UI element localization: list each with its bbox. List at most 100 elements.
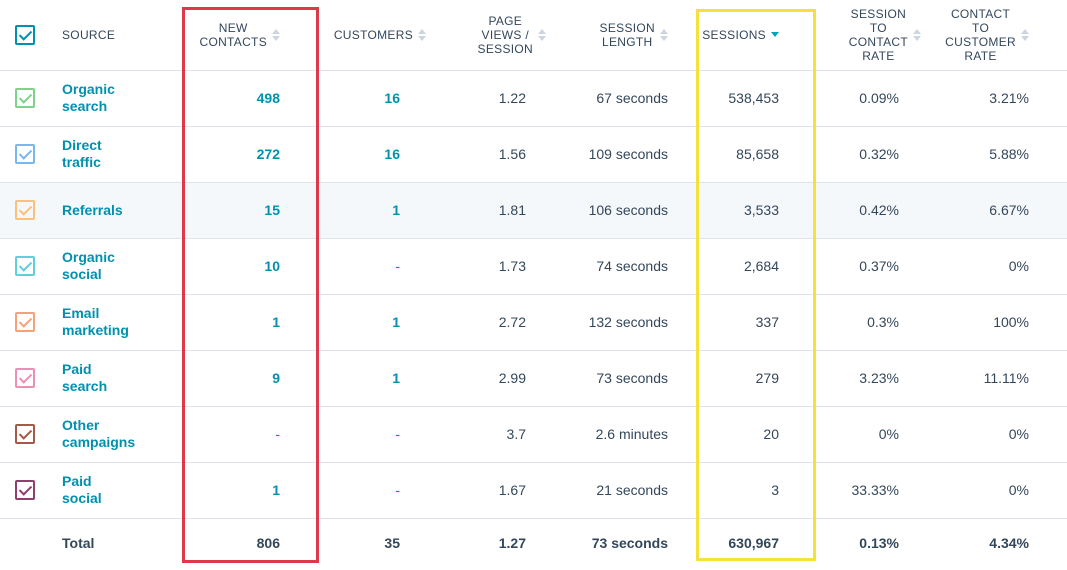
sort-desc-icon[interactable] <box>771 32 779 38</box>
page-views-cell: 1.22 <box>438 70 558 127</box>
total-session-to-contact-rate: 0.13% <box>859 535 899 552</box>
session-length-cell: 73 seconds <box>558 350 688 407</box>
customers-link[interactable]: 1 <box>392 370 400 386</box>
table-row[interactable]: Organic search 498 16 1.22 67 seconds 538,453… <box>0 70 1067 127</box>
source-link[interactable]: Organic social <box>62 249 115 282</box>
new-contacts-link[interactable]: 10 <box>264 258 280 274</box>
row-checkbox-cell <box>0 238 50 295</box>
source-link[interactable]: Other campaigns <box>62 417 136 450</box>
total-customers: 35 <box>384 535 400 552</box>
row-checkbox[interactable] <box>15 256 35 276</box>
new-contacts-cell: 9 <box>182 350 318 407</box>
customers-cell: 1 <box>318 350 438 407</box>
col-session-to-contact-rate[interactable]: SESSION TO CONTACT RATE <box>817 0 937 71</box>
customers-link[interactable]: 1 <box>392 314 400 330</box>
row-checkbox[interactable] <box>15 480 35 500</box>
row-checkbox-cell <box>0 350 50 407</box>
sessions-cell: 85,658 <box>688 126 817 183</box>
page-views-cell: 3.7 <box>438 406 558 463</box>
table-row[interactable]: Referrals 15 1 1.81 106 seconds 3,533 0.42% 6.6… <box>0 182 1067 239</box>
page-views-cell: 1.73 <box>438 238 558 295</box>
sort-icon[interactable] <box>913 28 921 41</box>
row-checkbox[interactable] <box>15 88 35 108</box>
new-contacts-cell: 15 <box>182 182 318 239</box>
col-source-label: SOURCE <box>62 27 116 42</box>
sessions-cell: 538,453 <box>688 70 817 127</box>
source-cell: Email marketing <box>50 294 182 351</box>
new-contacts-cell: 10 <box>182 238 318 295</box>
session-length-cell: 2.6 minutes <box>558 406 688 463</box>
col-session-length[interactable]: SESSION LENGTH <box>558 0 688 71</box>
page-views-cell: 1.67 <box>438 462 558 519</box>
sort-icon[interactable] <box>660 28 668 41</box>
new-contacts-link[interactable]: 1 <box>272 314 280 330</box>
table-row[interactable]: Other campaigns - -3.7 2.6 minutes 20 0% 0% <box>0 406 1067 463</box>
customers-link: - <box>395 258 400 274</box>
table-row[interactable]: Email marketing 1 1 2.72 132 seconds 337 0.3% 1… <box>0 294 1067 351</box>
new-contacts-link[interactable]: 272 <box>256 146 280 162</box>
col-page-views[interactable]: PAGE VIEWS / SESSION <box>438 0 558 71</box>
totals-checkbox-cell <box>0 518 50 568</box>
total-page-views: 1.27 <box>498 535 526 552</box>
col-sessions-label: SESSIONS <box>702 27 766 42</box>
sort-icon[interactable] <box>418 28 426 41</box>
source-link[interactable]: Paid social <box>62 473 102 506</box>
customers-link[interactable]: 16 <box>384 146 400 162</box>
row-checkbox[interactable] <box>15 424 35 444</box>
sort-icon[interactable] <box>272 28 280 41</box>
session-to-contact-rate-cell: 33.33% <box>817 462 937 519</box>
table-row[interactable]: Paid social 1 - 1.67 21 seconds 3 33.33% 0% <box>0 462 1067 519</box>
customers-cell: 1 <box>318 182 438 239</box>
table-row[interactable]: Direct traffic 272 16 1.56 109 seconds 85,658… <box>0 126 1067 183</box>
row-checkbox-cell <box>0 182 50 239</box>
session-to-contact-rate-cell: 0.32% <box>817 126 937 183</box>
customers-link[interactable]: 1 <box>392 202 400 218</box>
sessions-cell: 20 <box>688 406 817 463</box>
new-contacts-link[interactable]: 9 <box>272 370 280 386</box>
col-new-contacts[interactable]: NEW CONTACTS <box>182 0 318 71</box>
sort-icon[interactable] <box>1021 28 1029 41</box>
sessions-cell: 3 <box>688 462 817 519</box>
col-sessions[interactable]: SESSIONS <box>688 0 817 71</box>
row-checkbox[interactable] <box>15 312 35 332</box>
source-link[interactable]: Organic search <box>62 81 115 114</box>
col-contact-to-customer-rate[interactable]: CONTACT TO CUSTOMER RATE <box>937 0 1067 71</box>
row-checkbox[interactable] <box>15 368 35 388</box>
customers-cell: - <box>318 462 438 519</box>
customers-cell: 16 <box>318 70 438 127</box>
col-source[interactable]: SOURCE <box>50 0 182 71</box>
source-link[interactable]: Referrals <box>62 201 123 218</box>
table-row[interactable]: Paid search 9 1 2.99 73 seconds 279 3.23% 11.11… <box>0 350 1067 407</box>
col-page-views-label: PAGE VIEWS / SESSION <box>477 13 533 56</box>
sort-icon[interactable] <box>538 28 546 41</box>
contact-to-customer-rate-cell: 11.11% <box>937 350 1067 407</box>
total-session-length: 73 seconds <box>591 535 668 552</box>
new-contacts-cell: 1 <box>182 294 318 351</box>
source-cell: Organic search <box>50 70 182 127</box>
source-link[interactable]: Email marketing <box>62 305 129 338</box>
session-length-cell: 74 seconds <box>558 238 688 295</box>
source-link[interactable]: Direct traffic <box>62 137 102 170</box>
new-contacts-cell: - <box>182 406 318 463</box>
session-to-contact-rate-cell: 0.42% <box>817 182 937 239</box>
new-contacts-cell: 272 <box>182 126 318 183</box>
row-checkbox[interactable] <box>15 200 35 220</box>
col-customers[interactable]: CUSTOMERS <box>318 0 438 71</box>
new-contacts-link[interactable]: 15 <box>264 202 280 218</box>
new-contacts-link[interactable]: 498 <box>256 90 280 106</box>
new-contacts-cell: 1 <box>182 462 318 519</box>
customers-cell: 16 <box>318 126 438 183</box>
table-row[interactable]: Organic social 10 - 1.73 74 seconds 2,684 0.37… <box>0 238 1067 295</box>
source-link[interactable]: Paid search <box>62 361 108 394</box>
row-checkbox[interactable] <box>15 144 35 164</box>
total-sessions: 630,967 <box>728 535 779 552</box>
source-cell: Organic social <box>50 238 182 295</box>
col-session-to-contact-label: SESSION TO CONTACT RATE <box>848 6 908 63</box>
sessions-cell: 2,684 <box>688 238 817 295</box>
select-all-checkbox[interactable] <box>15 24 35 45</box>
customers-cell: - <box>318 238 438 295</box>
customers-link[interactable]: 16 <box>384 90 400 106</box>
new-contacts-link[interactable]: 1 <box>272 482 280 498</box>
contact-to-customer-rate-cell: 3.21% <box>937 70 1067 127</box>
